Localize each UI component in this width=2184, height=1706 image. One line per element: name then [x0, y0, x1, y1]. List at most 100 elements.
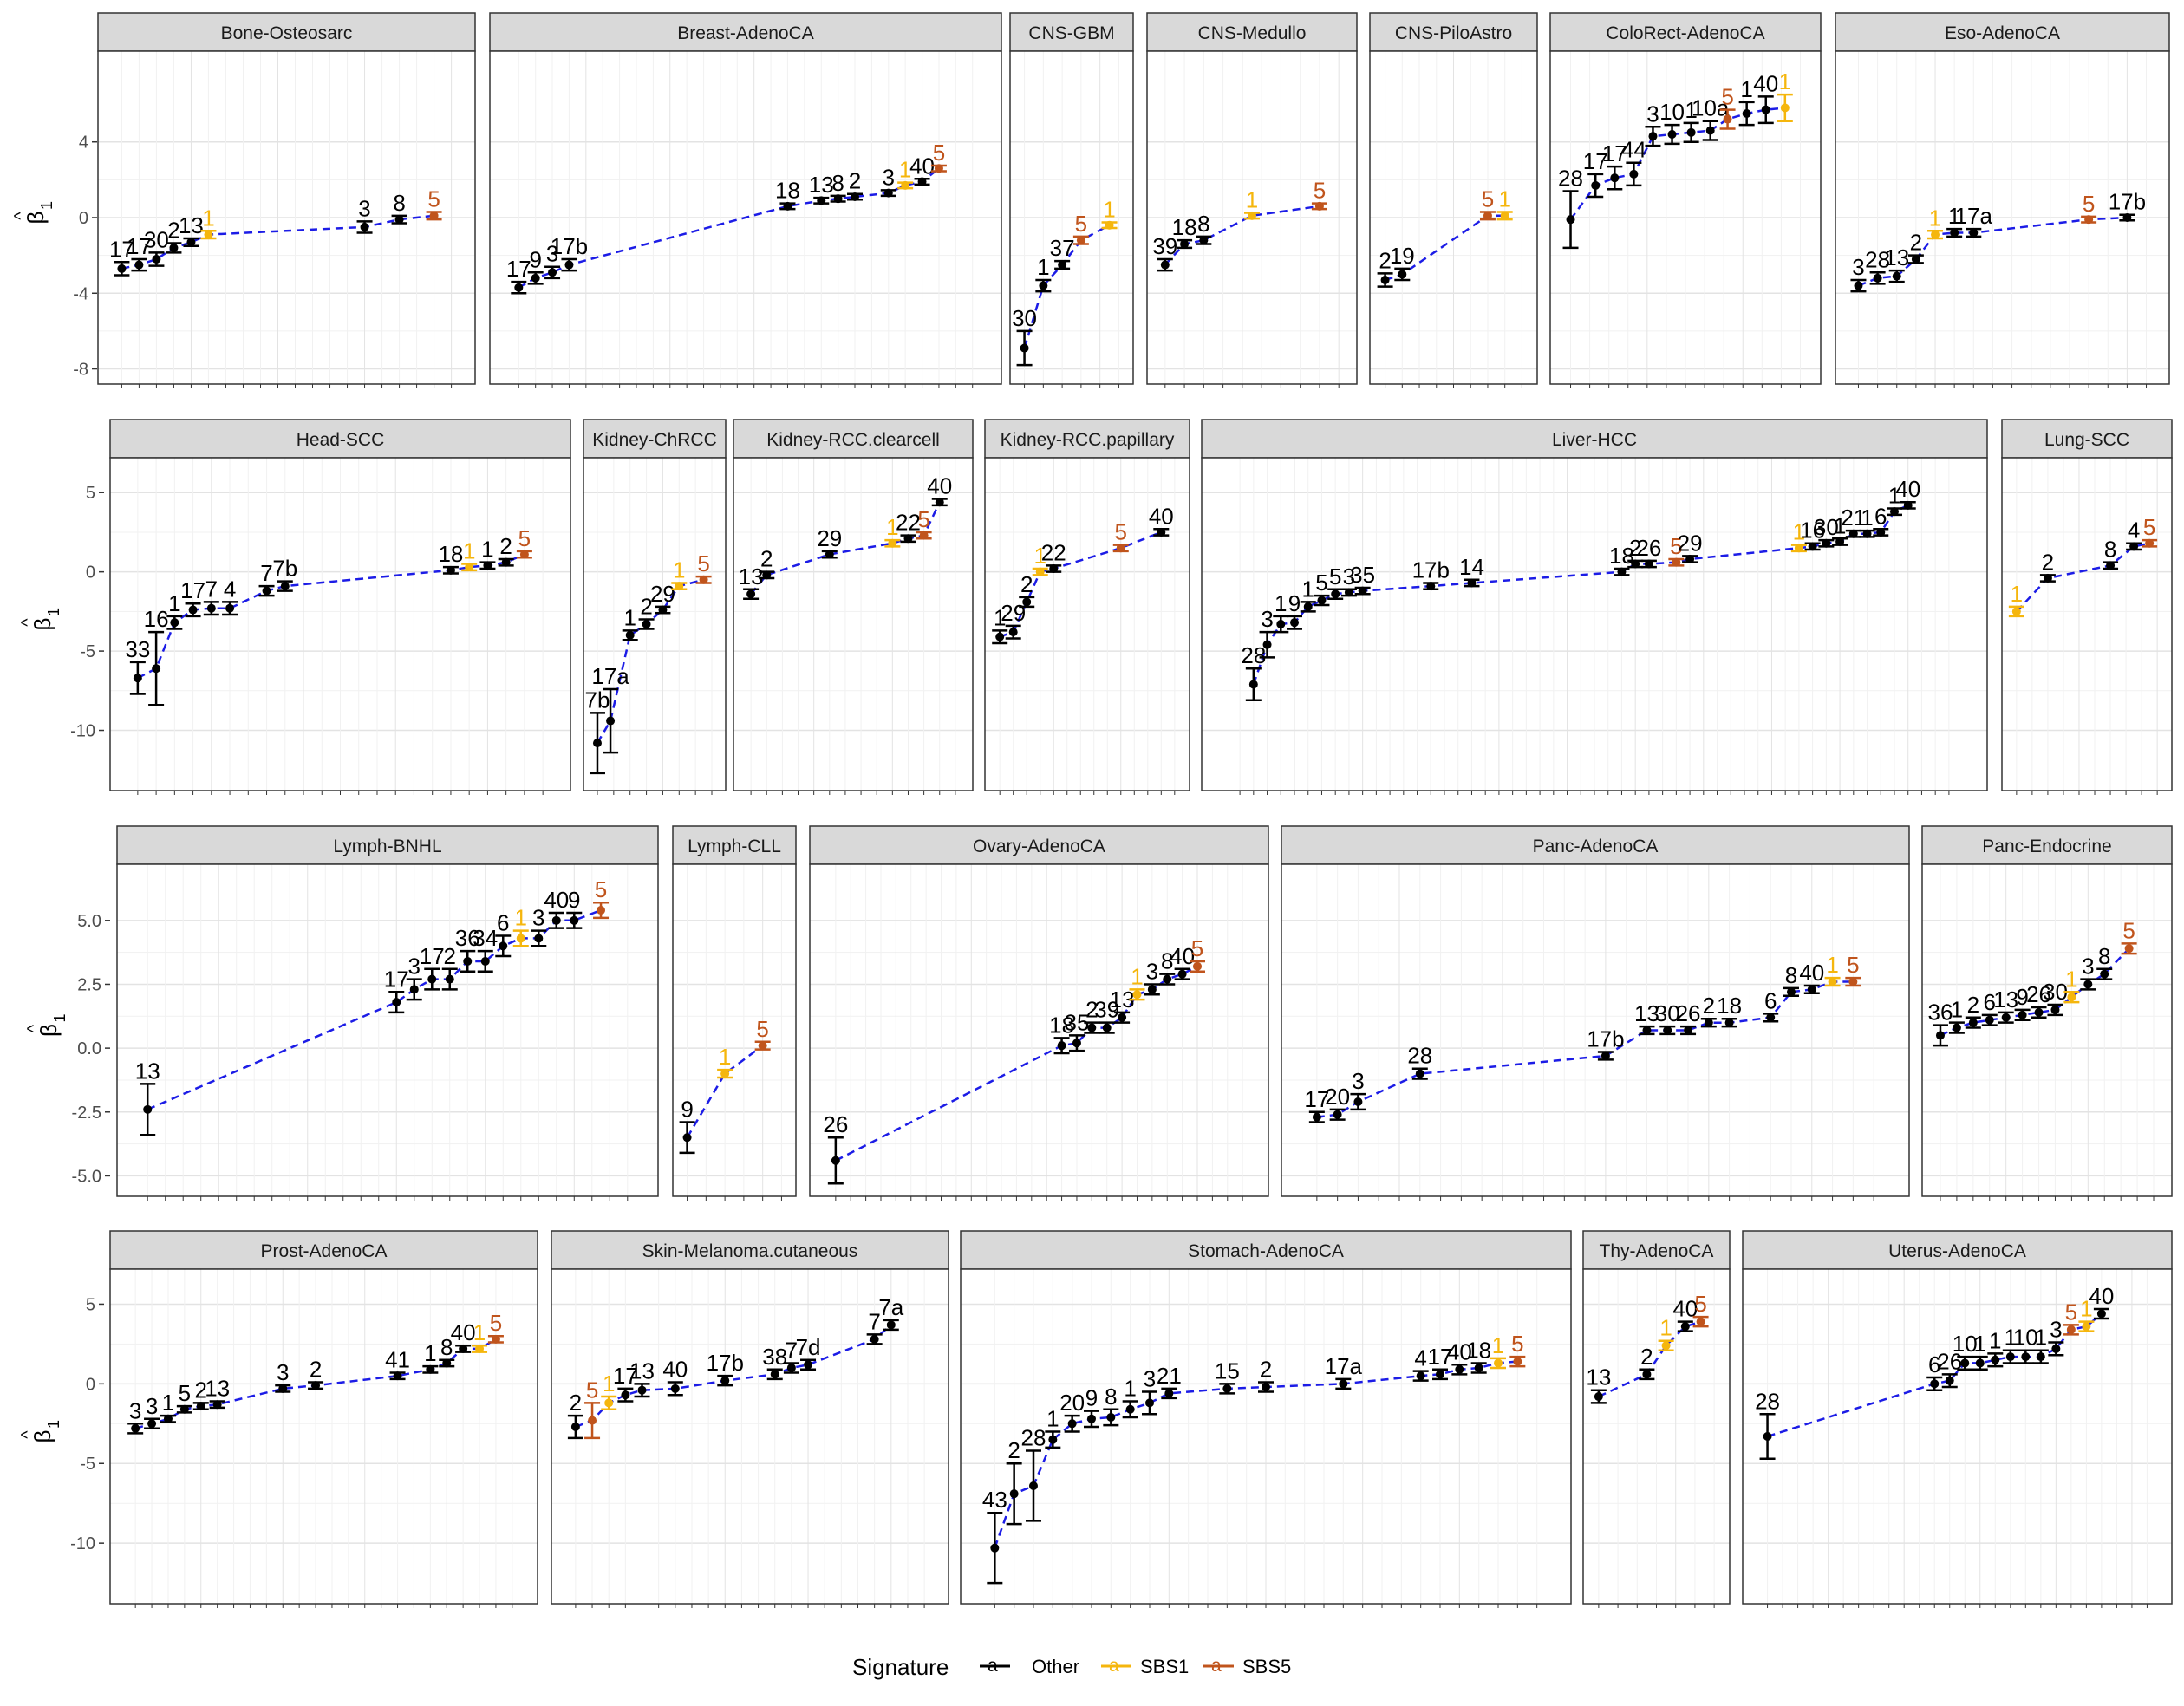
point-marker — [1193, 961, 1203, 971]
point-marker — [1644, 559, 1653, 569]
trend-line — [1598, 1320, 1701, 1398]
data-point: 1 — [992, 604, 1008, 645]
data-point: 19 — [1390, 243, 1415, 282]
facet-strip-label: Liver-HCC — [1552, 430, 1637, 450]
point-marker — [117, 264, 127, 273]
point-marker — [606, 716, 616, 726]
facet-panel-border — [809, 863, 1269, 1197]
point-marker — [463, 956, 473, 966]
point-label: 30 — [2043, 979, 2068, 1005]
data-point: 5 — [1072, 211, 1089, 245]
point-marker — [225, 603, 235, 613]
point-label: 38 — [762, 1344, 787, 1370]
point-marker — [516, 934, 525, 943]
data-point: 9 — [2014, 984, 2031, 1021]
point-marker — [2018, 1010, 2027, 1019]
point-label: 5 — [1075, 211, 1087, 237]
point-label: 18 — [775, 178, 800, 204]
point-marker — [883, 188, 893, 198]
data-point: 13 — [135, 1058, 160, 1136]
facet-strip-label: Kidney-ChRCC — [592, 430, 717, 450]
point-marker — [152, 255, 161, 264]
facet-panel-border — [672, 863, 797, 1197]
data-point: 5 — [516, 525, 532, 559]
point-label: 1 — [1989, 1327, 2001, 1353]
data-point: 2 — [759, 546, 775, 580]
y-tick-label: 5.0 — [77, 912, 101, 931]
data-point: 3 — [544, 241, 561, 280]
point-label: 2 — [1967, 992, 1979, 1018]
point-marker — [131, 1423, 140, 1433]
data-point: 1 — [1496, 186, 1513, 221]
facet-grid — [110, 1269, 538, 1608]
facet-strip — [1009, 12, 1134, 52]
point-label: 17b — [2109, 189, 2146, 215]
data-point: 7 — [258, 560, 275, 597]
data-point: 36 — [1928, 1000, 1953, 1047]
point-label: 37 — [1050, 235, 1075, 261]
data-point: 1 — [622, 604, 638, 641]
point-marker — [1680, 1322, 1690, 1332]
point-label: 1 — [1103, 196, 1115, 222]
point-label: 28 — [1021, 1425, 1046, 1451]
point-label: 2 — [2042, 549, 2054, 575]
point-marker — [1761, 105, 1770, 114]
y-tick-label: -8 — [73, 361, 88, 380]
data-point: 40 — [1447, 1338, 1472, 1376]
data-point: 10 — [2013, 1325, 2038, 1364]
point-marker — [1048, 1435, 1058, 1444]
point-label: 2 — [1020, 571, 1033, 597]
point-marker — [1950, 228, 1959, 238]
data-point: 17 — [109, 236, 134, 277]
point-label: 2 — [310, 1357, 322, 1383]
data-point: 8 — [2103, 537, 2119, 570]
data-point: 1 — [1045, 1405, 1061, 1449]
point-label: 1 — [481, 537, 493, 563]
point-label: 14 — [1459, 554, 1484, 580]
facet-grid — [673, 864, 796, 1201]
data-point: 40 — [1753, 70, 1778, 125]
point-label: 1 — [1492, 1332, 1504, 1358]
data-point: 40 — [909, 153, 935, 186]
point-label: 3 — [1852, 254, 1864, 280]
point-marker — [1969, 228, 1979, 238]
point-label: 20 — [1325, 1084, 1350, 1110]
point-marker — [1594, 1392, 1603, 1402]
data-point: 17 — [180, 577, 205, 618]
point-label: 5 — [697, 550, 709, 576]
point-marker — [1312, 1112, 1321, 1122]
point-label: 1 — [168, 590, 180, 616]
point-marker — [1991, 1355, 2000, 1364]
legend-key-sbs1-glyph: a — [1109, 1656, 1119, 1676]
data-point: 30 — [144, 226, 169, 267]
facet-panel-bg — [1281, 864, 1909, 1196]
point-label: 1 — [1033, 543, 1046, 569]
point-marker — [588, 1416, 597, 1425]
point-label: 1 — [994, 604, 1006, 630]
point-label: 17b — [1587, 1026, 1624, 1052]
data-point: 1 — [1946, 203, 1963, 238]
point-marker — [2083, 980, 2093, 989]
point-label: 8 — [440, 1334, 453, 1360]
data-point: 7 — [203, 576, 219, 616]
point-label: 7 — [260, 560, 272, 586]
facet-grid — [1743, 1269, 2172, 1608]
point-marker — [1667, 130, 1677, 139]
data-point: 7a — [878, 1294, 904, 1332]
point-label: 3 — [146, 1393, 158, 1419]
y-axis-title-beta: β — [29, 1430, 55, 1443]
point-label: 2 — [640, 594, 652, 620]
point-marker — [1723, 114, 1732, 124]
legend-key-sbs5: a SBS5 — [1203, 1656, 1291, 1677]
data-point: 13 — [1634, 1000, 1659, 1036]
point-marker — [1945, 1376, 1954, 1385]
point-label: 17a — [1955, 203, 1993, 229]
data-point: 1 — [1101, 196, 1118, 230]
data-point: 3 — [356, 195, 373, 234]
point-label: 5 — [1115, 519, 1127, 545]
facet-panel-bg — [551, 1269, 949, 1604]
point-marker — [1164, 1389, 1174, 1398]
data-point: 1 — [512, 905, 529, 947]
data-point: 1 — [1300, 576, 1316, 613]
